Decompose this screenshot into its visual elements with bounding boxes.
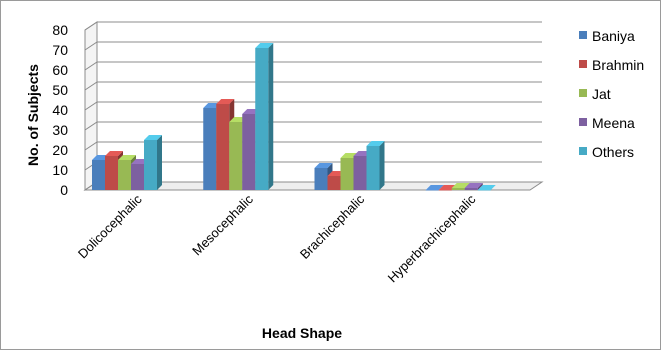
bar-front	[353, 156, 367, 190]
legend-swatch	[579, 31, 587, 39]
bar	[366, 141, 385, 190]
y-axis-ticks: 0 10 20 30 40 50 60 70 80	[52, 22, 68, 198]
bar-front	[477, 190, 491, 191]
bar	[464, 183, 483, 190]
bar	[425, 185, 444, 191]
y-tick-label: 30	[52, 122, 68, 138]
bar-top	[105, 151, 123, 156]
bar-side	[268, 43, 274, 190]
y-axis-title: No. of Subjects	[25, 64, 41, 166]
gridline	[84, 21, 542, 31]
y-tick-label: 80	[52, 22, 68, 38]
bar-top	[366, 141, 385, 146]
x-tick-label: Mesocephalic	[189, 191, 256, 258]
gridline	[84, 61, 542, 71]
legend: Baniya Brahmin Jat Meena Others	[579, 28, 644, 160]
legend-swatch	[579, 118, 587, 126]
x-axis-ticks: Dolicocephalic Mesocephalic Brachicephalic…	[75, 191, 479, 285]
bar-top	[255, 43, 274, 48]
y-tick-label: 40	[52, 102, 68, 118]
legend-swatch	[579, 60, 587, 68]
legend-swatch	[579, 89, 587, 97]
gridline	[84, 121, 542, 131]
bar-front	[203, 108, 217, 190]
bars	[92, 43, 496, 191]
y-tick-label: 20	[52, 142, 68, 158]
bar-front	[105, 156, 118, 190]
legend-label: Baniya	[592, 28, 635, 44]
bar-front	[255, 48, 269, 190]
legend-item: Baniya	[579, 28, 635, 44]
bar-front	[425, 190, 439, 191]
bar-front	[340, 158, 354, 190]
bar-front	[92, 160, 105, 190]
bar	[144, 135, 162, 190]
bar-front	[366, 146, 380, 190]
y-tick-label: 60	[52, 62, 68, 78]
y-tick-label: 50	[52, 82, 68, 98]
bar-front	[229, 122, 243, 190]
legend-item: Others	[579, 144, 634, 160]
legend-swatch	[579, 147, 587, 155]
legend-label: Jat	[592, 86, 611, 102]
gridline	[84, 41, 542, 51]
gridline	[84, 101, 542, 111]
legend-item: Jat	[579, 86, 611, 102]
bar-top	[451, 183, 470, 188]
x-tick-label: Dolicocephalic	[75, 191, 145, 261]
bar-top	[118, 155, 136, 160]
bar-front	[131, 164, 144, 190]
legend-item: Meena	[579, 115, 635, 131]
bar-front	[464, 188, 478, 190]
bar-front	[327, 176, 341, 190]
bar-side	[157, 135, 162, 190]
gridline	[84, 81, 542, 91]
bar-top	[477, 185, 496, 190]
legend-label: Meena	[592, 115, 635, 131]
gridline	[84, 141, 542, 151]
y-tick-label: 0	[60, 182, 68, 198]
bar-front	[314, 168, 328, 190]
x-tick-label: Hyperbrachicephalic	[385, 191, 479, 285]
bar-side	[379, 141, 385, 190]
bar	[255, 43, 274, 190]
legend-item: Brahmin	[579, 57, 644, 73]
bar-side	[477, 183, 483, 190]
bar-front	[438, 190, 452, 191]
x-axis-title: Head Shape	[262, 325, 342, 341]
bar-front	[242, 114, 256, 190]
bar-top	[314, 163, 333, 168]
bar-top	[425, 185, 444, 190]
bar-top	[144, 135, 162, 140]
bar	[477, 185, 496, 191]
y-tick-label: 70	[52, 42, 68, 58]
bar-front	[144, 140, 157, 190]
bar-front	[451, 188, 465, 190]
y-tick-label: 10	[52, 162, 68, 178]
legend-label: Brahmin	[592, 57, 644, 73]
bar-top	[216, 99, 235, 104]
bar-top	[464, 183, 483, 188]
legend-label: Others	[592, 144, 634, 160]
bar-front	[216, 104, 230, 190]
x-tick-label: Brachicephalic	[297, 191, 368, 262]
bar-front	[118, 160, 131, 190]
